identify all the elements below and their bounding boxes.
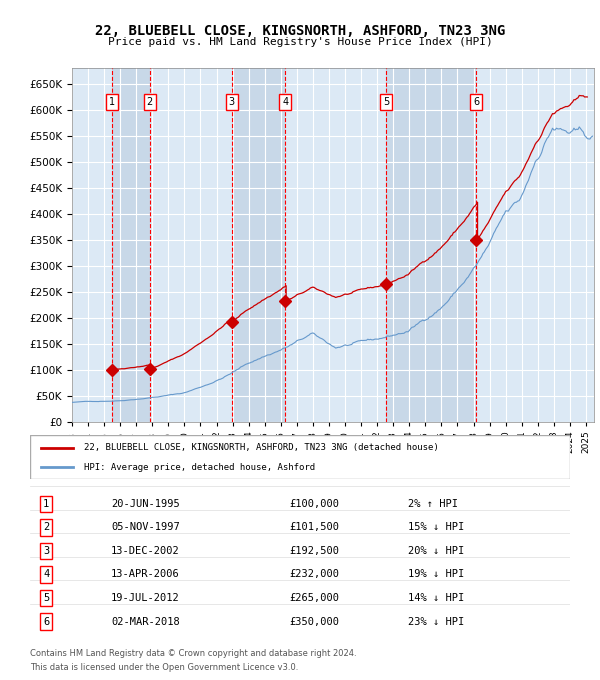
- Text: 6: 6: [43, 617, 49, 626]
- Text: 5: 5: [43, 593, 49, 603]
- Text: 05-NOV-1997: 05-NOV-1997: [111, 522, 180, 532]
- Text: This data is licensed under the Open Government Licence v3.0.: This data is licensed under the Open Gov…: [30, 663, 298, 672]
- Text: 20% ↓ HPI: 20% ↓ HPI: [408, 546, 464, 556]
- Text: 3: 3: [43, 546, 49, 556]
- Text: 2: 2: [43, 522, 49, 532]
- Text: 20-JUN-1995: 20-JUN-1995: [111, 499, 180, 509]
- Bar: [112, 68, 150, 422]
- Bar: [72, 68, 112, 422]
- Text: £192,500: £192,500: [289, 546, 339, 556]
- Text: 3: 3: [229, 97, 235, 107]
- Text: 02-MAR-2018: 02-MAR-2018: [111, 617, 180, 626]
- Text: Price paid vs. HM Land Registry's House Price Index (HPI): Price paid vs. HM Land Registry's House …: [107, 37, 493, 48]
- Bar: [232, 68, 285, 422]
- Text: £265,000: £265,000: [289, 593, 339, 603]
- Text: 22, BLUEBELL CLOSE, KINGSNORTH, ASHFORD, TN23 3NG (detached house): 22, BLUEBELL CLOSE, KINGSNORTH, ASHFORD,…: [84, 443, 439, 452]
- Text: £232,000: £232,000: [289, 569, 339, 579]
- Text: 15% ↓ HPI: 15% ↓ HPI: [408, 522, 464, 532]
- Text: 22, BLUEBELL CLOSE, KINGSNORTH, ASHFORD, TN23 3NG: 22, BLUEBELL CLOSE, KINGSNORTH, ASHFORD,…: [95, 24, 505, 38]
- Bar: [476, 68, 594, 422]
- Text: 4: 4: [43, 569, 49, 579]
- Text: £100,000: £100,000: [289, 499, 339, 509]
- Bar: [386, 68, 476, 422]
- Bar: [150, 68, 232, 422]
- Text: 13-APR-2006: 13-APR-2006: [111, 569, 180, 579]
- Text: £350,000: £350,000: [289, 617, 339, 626]
- Text: 1: 1: [43, 499, 49, 509]
- Text: 23% ↓ HPI: 23% ↓ HPI: [408, 617, 464, 626]
- Text: 2% ↑ HPI: 2% ↑ HPI: [408, 499, 458, 509]
- Bar: [285, 68, 386, 422]
- FancyBboxPatch shape: [30, 435, 570, 479]
- Text: 5: 5: [383, 97, 389, 107]
- Text: Contains HM Land Registry data © Crown copyright and database right 2024.: Contains HM Land Registry data © Crown c…: [30, 649, 356, 658]
- Text: £101,500: £101,500: [289, 522, 339, 532]
- Text: 4: 4: [282, 97, 289, 107]
- Text: 19-JUL-2012: 19-JUL-2012: [111, 593, 180, 603]
- Text: 6: 6: [473, 97, 479, 107]
- Text: HPI: Average price, detached house, Ashford: HPI: Average price, detached house, Ashf…: [84, 462, 315, 471]
- Text: 2: 2: [146, 97, 153, 107]
- Text: 14% ↓ HPI: 14% ↓ HPI: [408, 593, 464, 603]
- Text: 1: 1: [109, 97, 115, 107]
- Text: 19% ↓ HPI: 19% ↓ HPI: [408, 569, 464, 579]
- Text: 13-DEC-2002: 13-DEC-2002: [111, 546, 180, 556]
